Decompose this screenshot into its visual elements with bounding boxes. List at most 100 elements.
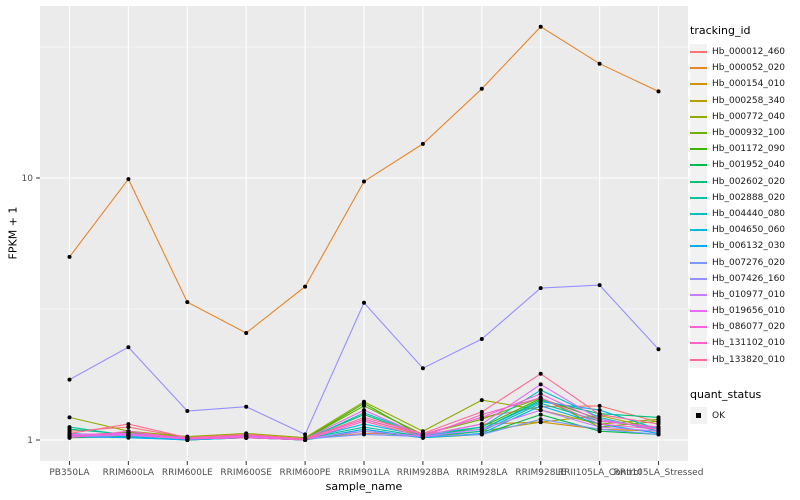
legend-key <box>690 334 707 352</box>
legend-key <box>690 221 707 239</box>
legend-items: Hb_000012_460 Hb_000052_020 Hb_000154_010 H… <box>690 43 800 369</box>
data-point <box>538 391 543 396</box>
legend-item-ok: OK <box>690 407 800 425</box>
data-point <box>479 86 484 91</box>
data-point <box>538 388 543 393</box>
legend-key <box>690 173 707 191</box>
legend-key-line-icon <box>690 277 707 280</box>
data-point <box>185 435 190 440</box>
data-point <box>126 422 131 427</box>
legend-key-line-icon <box>690 67 707 70</box>
legend-item-Hb_010977_010: Hb_010977_010 <box>690 286 800 304</box>
x-tick-label: RRIM901LA <box>338 468 390 478</box>
data-point <box>420 431 425 436</box>
legend-key <box>690 254 707 272</box>
data-point <box>479 415 484 420</box>
legend-item-Hb_006132_030: Hb_006132_030 <box>690 237 800 255</box>
legend-key-line-icon <box>690 99 707 102</box>
legend-label: Hb_000258_340 <box>712 95 786 106</box>
data-point <box>126 429 131 434</box>
legend: tracking_id Hb_000012_460 Hb_000052_020 Hb… <box>690 24 800 425</box>
legend-item-Hb_001952_040: Hb_001952_040 <box>690 156 800 174</box>
legend-label: Hb_086077_020 <box>712 322 786 333</box>
legend-key <box>690 124 707 142</box>
data-point <box>126 425 131 430</box>
data-point <box>185 409 190 413</box>
legend-label: Hb_001172_090 <box>712 144 786 155</box>
data-point <box>597 283 602 288</box>
legend-key-line-icon <box>690 293 707 296</box>
data-point <box>479 337 484 341</box>
data-point <box>303 284 308 289</box>
legend-title-tracking-id: tracking_id <box>690 24 751 37</box>
legend-key <box>690 140 707 158</box>
data-point <box>656 415 661 420</box>
data-point <box>303 436 308 441</box>
legend-label: Hb_000772_040 <box>712 111 786 122</box>
data-point <box>538 24 543 29</box>
legend-key-line-icon <box>690 342 707 345</box>
data-point <box>479 398 484 403</box>
data-point <box>656 89 661 94</box>
legend-key-line-icon <box>690 180 707 183</box>
data-point <box>538 408 543 413</box>
data-point <box>538 371 543 376</box>
data-point <box>538 420 543 425</box>
legend-key <box>690 270 707 288</box>
legend-key <box>690 205 707 223</box>
legend-key-line-icon <box>690 245 707 248</box>
data-point <box>185 300 190 305</box>
data-point <box>362 432 366 437</box>
data-point <box>126 177 131 182</box>
data-point <box>244 404 249 409</box>
legend-key <box>690 59 707 77</box>
data-point <box>597 419 602 424</box>
legend-label: Hb_019656_010 <box>712 306 786 317</box>
data-point <box>67 415 72 420</box>
data-point <box>597 422 602 427</box>
legend-label-ok: OK <box>712 410 725 421</box>
data-point <box>244 331 249 335</box>
legend-key-line-icon <box>690 83 707 86</box>
legend-item-Hb_133820_010: Hb_133820_010 <box>690 351 800 369</box>
legend-key-line-icon <box>690 310 707 313</box>
data-point <box>126 345 131 350</box>
data-point <box>538 395 543 400</box>
legend-key <box>690 189 707 207</box>
legend-key <box>690 237 707 255</box>
legend-label: Hb_000932_100 <box>712 128 786 139</box>
legend-item-Hb_131102_010: Hb_131102_010 <box>690 334 800 352</box>
legend-item-Hb_086077_020: Hb_086077_020 <box>690 318 800 336</box>
legend-label: Hb_001952_040 <box>712 160 786 171</box>
legend-key-line-icon <box>690 261 707 264</box>
data-point <box>362 419 366 424</box>
data-point <box>126 432 131 437</box>
data-point <box>656 422 661 427</box>
legend-label: Hb_004440_080 <box>712 208 786 219</box>
legend-key-line-icon <box>690 229 707 232</box>
data-point <box>538 417 543 422</box>
x-tick-label: RRII105LA_Stressed <box>614 468 704 478</box>
legend-item-Hb_004440_080: Hb_004440_080 <box>690 205 800 223</box>
legend-item-Hb_007276_020: Hb_007276_020 <box>690 254 800 272</box>
data-point <box>362 300 366 305</box>
legend-key-line-icon <box>690 132 707 135</box>
data-point <box>420 141 425 146</box>
legend-title-quant-status: quant_status <box>690 387 762 401</box>
x-axis-title: sample_name <box>325 480 403 493</box>
data-point <box>656 427 661 432</box>
legend-item-Hb_019656_010: Hb_019656_010 <box>690 302 800 320</box>
legend-item-Hb_002602_020: Hb_002602_020 <box>690 173 800 191</box>
data-point <box>362 415 366 420</box>
data-point <box>362 429 366 434</box>
legend-item-Hb_000772_040: Hb_000772_040 <box>690 108 800 126</box>
data-point <box>67 431 72 436</box>
data-point <box>362 422 366 427</box>
y-tick-label: 10 <box>22 174 34 184</box>
data-point <box>597 61 602 66</box>
y-axis-title: FPKM + 1 <box>6 206 20 260</box>
data-point <box>479 432 484 437</box>
legend-key <box>690 75 707 93</box>
y-tick-label: 1 <box>27 436 33 446</box>
